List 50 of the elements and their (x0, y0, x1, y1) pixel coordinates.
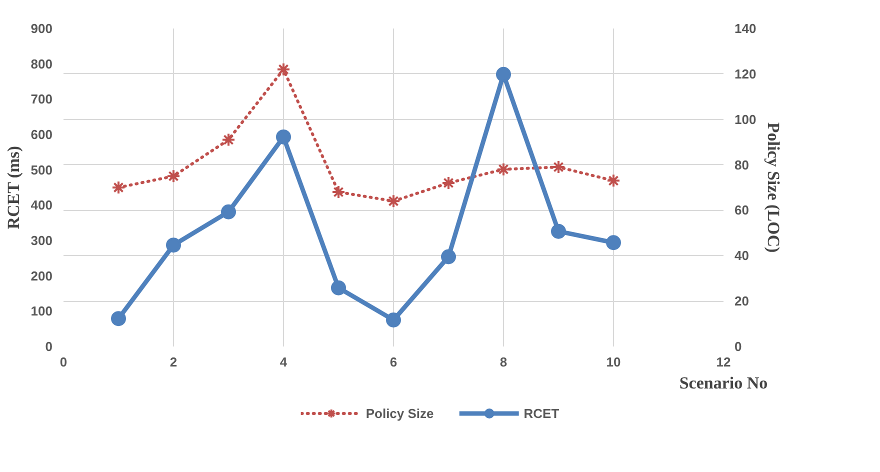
x-axis-title: Scenario No (679, 374, 768, 392)
y2-tick-label: 40 (734, 248, 749, 264)
point (606, 235, 621, 250)
x-tick-label: 12 (716, 354, 731, 370)
y-axis-title: RCET (ms) (4, 146, 23, 230)
y2-tick-label: 60 (734, 202, 749, 218)
point (166, 238, 181, 253)
point (166, 169, 180, 184)
point (276, 129, 291, 144)
point (386, 194, 400, 208)
y2-axis-title: Policy Size (LOC) (764, 122, 784, 253)
point (112, 180, 126, 194)
y-tick-label: 900 (30, 21, 53, 36)
point (552, 160, 566, 174)
point (222, 132, 236, 147)
point (606, 174, 620, 188)
point (276, 62, 290, 76)
point (441, 249, 456, 264)
point (331, 280, 346, 296)
point (551, 224, 566, 239)
point (386, 312, 401, 328)
point (496, 162, 510, 176)
point (496, 66, 511, 82)
x-tick-label: 4 (280, 354, 288, 370)
y2-tick-label: 100 (734, 112, 756, 127)
y-tick-label: 800 (30, 56, 53, 72)
x-tick-label: 10 (606, 354, 621, 370)
y2-tick-label: 140 (734, 21, 756, 36)
y2-tick-label: 0 (734, 339, 742, 354)
x-tick-label: 6 (390, 354, 398, 370)
y2-tick-label: 20 (734, 294, 749, 309)
x-tick-label: 8 (500, 354, 508, 370)
point (221, 204, 236, 220)
point (111, 311, 126, 326)
x-tick-label: 0 (60, 354, 68, 370)
y2-tick-label: 80 (734, 157, 749, 172)
y2-tick-label: 120 (734, 66, 756, 82)
legend-label: RCET (524, 406, 560, 420)
point (332, 185, 346, 200)
point (442, 176, 456, 190)
y-tick-label: 0 (45, 339, 53, 354)
x-tick-label: 2 (170, 354, 178, 370)
y-tick-label: 500 (30, 162, 53, 178)
legend-label: Policy Size (366, 406, 434, 420)
y-tick-label: 100 (30, 304, 53, 319)
y-tick-label: 400 (30, 198, 53, 213)
y-tick-label: 300 (30, 233, 53, 248)
y-tick-label: 600 (30, 127, 53, 142)
y-tick-label: 200 (30, 268, 53, 284)
y-tick-label: 700 (30, 92, 53, 107)
